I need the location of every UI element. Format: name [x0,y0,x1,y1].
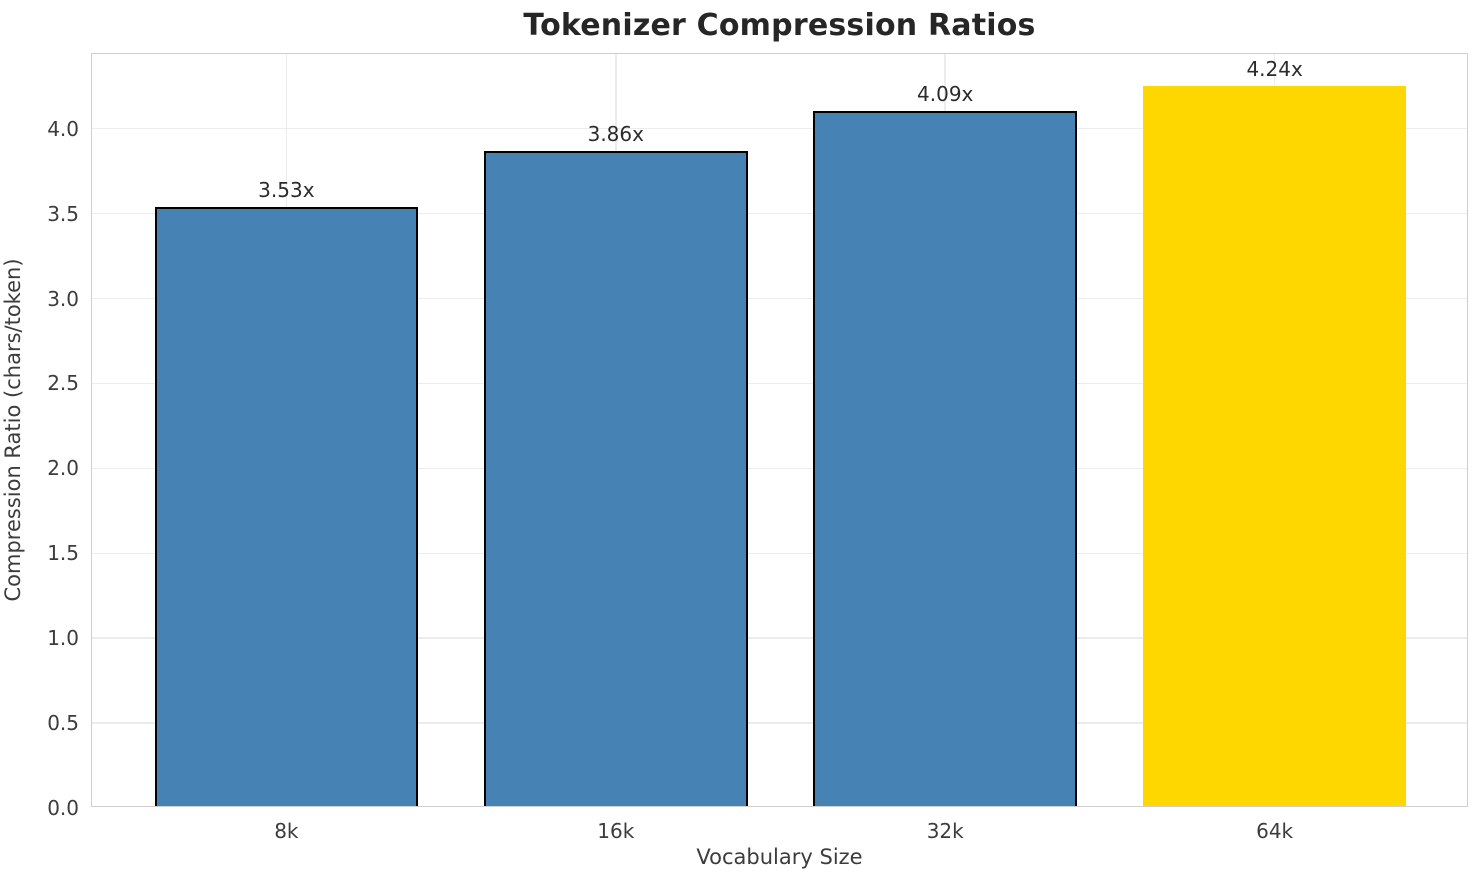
bar-value-label: 4.24x [1246,56,1303,81]
y-gridline [92,297,1467,300]
y-tick-label: 0.5 [47,711,79,736]
y-gridline [92,637,1467,639]
y-tick-label: 1.5 [47,541,79,566]
y-gridline [92,382,1467,385]
bar-8k [154,206,419,806]
bar-64k [1142,85,1407,806]
y-tick-label: 2.0 [47,456,79,481]
y-tick-label: 2.5 [47,371,79,396]
bar-value-label: 3.86x [587,121,644,146]
plot-area: 0.0 0.5 1.0 1.5 2.0 2.5 3.0 3.5 4.0 3.53x 8k 3.86x 1… [47,53,1468,843]
y-gridline [92,212,1467,215]
y-gridline [92,467,1467,470]
chart-title: Tokenizer Compression Ratios [523,8,1036,43]
x-tick-label: 32k [926,819,964,843]
y-tick-label: 1.0 [47,626,79,651]
y-axis-label: Compression Ratio (chars/token) [1,258,25,602]
y-tick-label: 3.5 [47,201,79,226]
x-axis-label: Vocabulary Size [696,845,863,869]
y-gridline [92,552,1467,555]
y-gridline [92,127,1467,130]
bar-32k [813,111,1077,806]
y-gridline [92,722,1467,724]
bar-16k [484,150,748,806]
y-tick-label: 3.0 [47,286,79,311]
x-tick-label: 64k [1256,819,1294,843]
bar-value-label: 4.09x [917,82,974,107]
x-tick-label: 16k [597,819,635,843]
bar-value-label: 3.53x [258,177,315,202]
y-tick-label: 4.0 [47,116,79,141]
x-tick-label: 8k [274,819,299,843]
y-tick-label: 0.0 [47,796,79,820]
